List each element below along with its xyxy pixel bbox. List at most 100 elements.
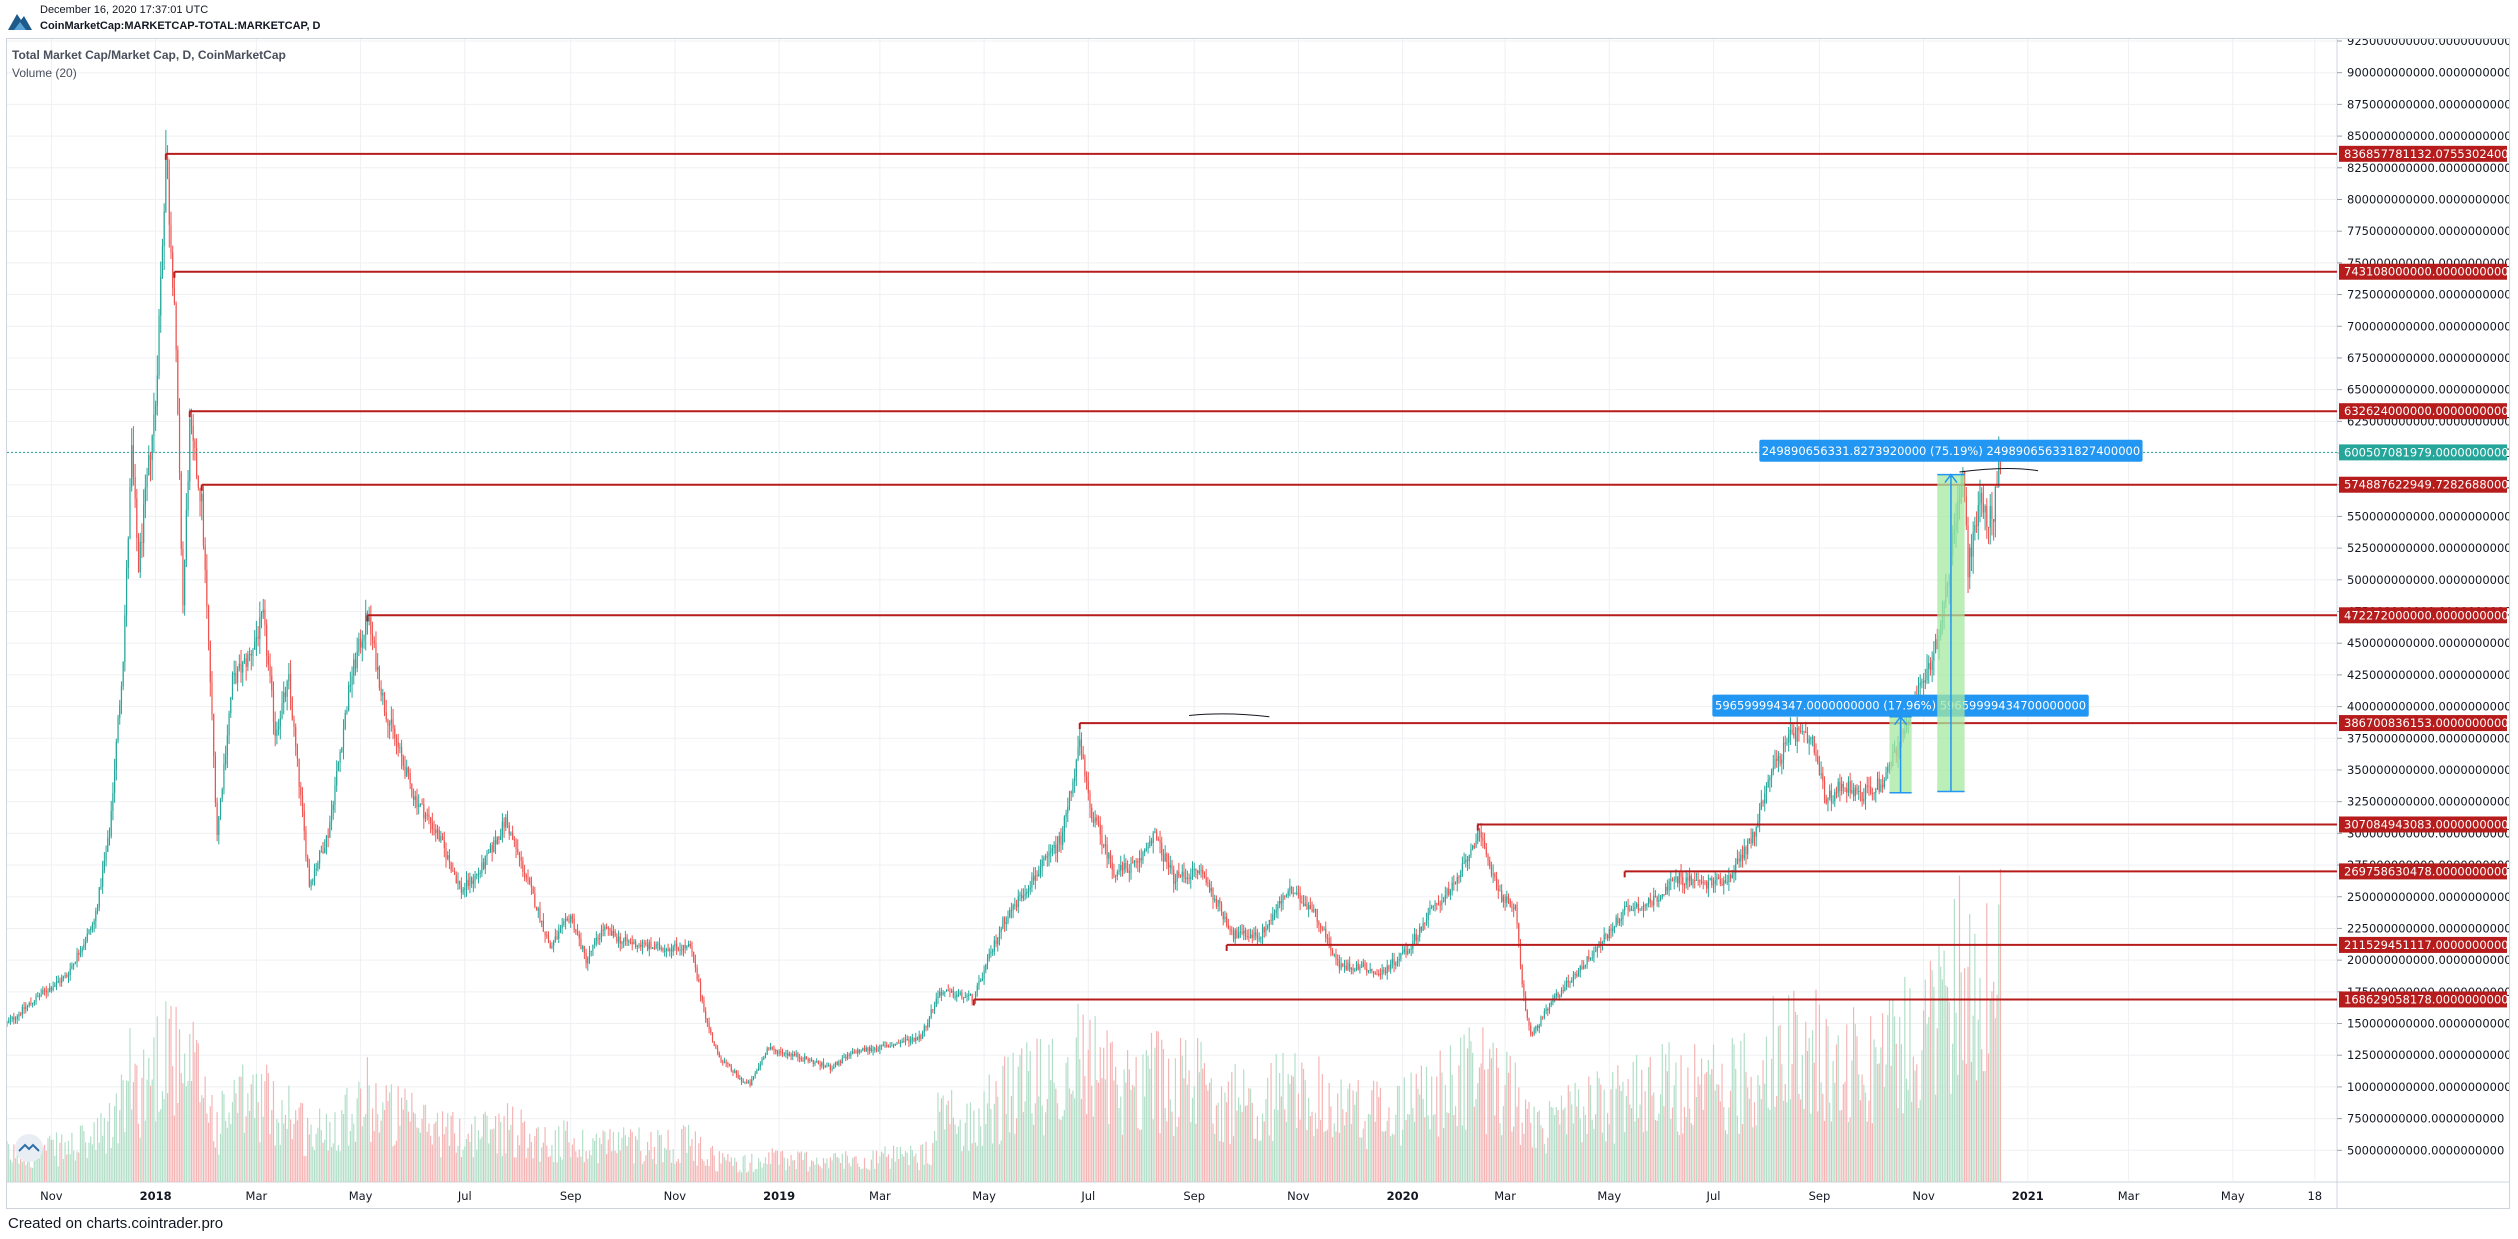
- trend-arc: [1959, 468, 2039, 473]
- candle-body: [1583, 965, 1585, 970]
- volume-bar: [1038, 1096, 1040, 1182]
- candle-body: [781, 1051, 784, 1055]
- candle-body: [1255, 932, 1257, 936]
- volume-bar: [797, 1151, 799, 1182]
- volume-bar: [1446, 1112, 1448, 1182]
- volume-bar: [399, 1125, 401, 1182]
- candle-body: [1101, 834, 1103, 846]
- candle-body: [1487, 854, 1489, 861]
- volume-bar: [1458, 1065, 1460, 1182]
- candle-body: [517, 849, 519, 853]
- volume-bar: [922, 1144, 924, 1182]
- candle-body: [1142, 852, 1144, 861]
- candle-body: [1593, 951, 1595, 958]
- candle-body: [515, 840, 517, 850]
- volume-bar: [30, 1167, 32, 1182]
- volume-bar: [1490, 1058, 1493, 1182]
- volume-bar: [1861, 1074, 1863, 1182]
- candle-body: [1699, 879, 1701, 882]
- volume-bar: [553, 1162, 555, 1182]
- candle-body: [1352, 968, 1354, 971]
- volume-bar: [1593, 1128, 1595, 1182]
- chart-svg[interactable]: 925000000000.0000000000900000000000.0000…: [7, 39, 2509, 1208]
- volume-bar: [1752, 1127, 1754, 1182]
- candle-body: [1837, 781, 1839, 793]
- volume-bar: [1832, 1061, 1834, 1182]
- candle-body: [1882, 784, 1884, 788]
- volume-bar: [1202, 1068, 1204, 1182]
- volume-bar: [1279, 1072, 1281, 1182]
- volume-bar: [397, 1086, 399, 1182]
- candle-body: [1733, 872, 1735, 875]
- volume-bar: [1929, 960, 1932, 1182]
- volume-bar: [657, 1129, 659, 1182]
- candle-body: [1232, 931, 1235, 940]
- volume-bar: [1326, 1129, 1329, 1182]
- volume-bar: [319, 1108, 321, 1182]
- volume-bar: [1712, 1044, 1715, 1182]
- candle-body: [1031, 876, 1033, 888]
- volume-bar: [288, 1085, 290, 1182]
- volume-bar: [269, 1133, 271, 1182]
- candle-body: [780, 1051, 782, 1053]
- volume-bar: [792, 1160, 794, 1182]
- candle-body: [1538, 1025, 1540, 1029]
- candle-body: [1074, 776, 1076, 782]
- volume-bar: [1021, 1048, 1023, 1182]
- volume-bar: [1808, 1038, 1810, 1182]
- candle-body: [1055, 844, 1057, 853]
- candle-body: [1581, 966, 1583, 970]
- volume-bar: [238, 1076, 240, 1182]
- candle-body: [1856, 787, 1858, 792]
- candle-body: [667, 948, 669, 951]
- candle-body: [1984, 505, 1986, 513]
- candle-body: [93, 921, 95, 925]
- candle-body: [1347, 963, 1349, 970]
- candle-body: [1326, 938, 1329, 940]
- chart-panel[interactable]: 925000000000.0000000000 900000000000.0000…: [6, 38, 2510, 1209]
- volume-bar: [510, 1124, 512, 1182]
- candle-body: [1755, 827, 1757, 837]
- candle-body: [869, 1047, 871, 1051]
- volume-bar: [655, 1164, 657, 1182]
- volume-bar: [307, 1117, 309, 1182]
- volume-bar: [653, 1146, 656, 1182]
- price-axis-label: 700000000000.0000000000: [2347, 319, 2509, 333]
- volume-bar: [1041, 1105, 1043, 1182]
- candle-body: [1454, 882, 1457, 884]
- volume-bar: [850, 1166, 852, 1182]
- volume-bar: [677, 1158, 679, 1182]
- candle-body: [148, 455, 150, 476]
- volume-bar: [1378, 1097, 1380, 1182]
- candle-body: [506, 817, 509, 825]
- volume-bar: [571, 1144, 574, 1182]
- volume-bar: [752, 1172, 755, 1182]
- volume-bar: [32, 1167, 34, 1182]
- volume-bar: [1162, 1049, 1165, 1182]
- volume-bar: [1876, 1064, 1879, 1182]
- volume-bar: [1236, 1110, 1238, 1182]
- candle-body: [956, 994, 958, 998]
- volume-bar: [872, 1150, 874, 1182]
- price-axis-label: 100000000000.0000000000: [2347, 1080, 2509, 1094]
- candle-body: [612, 931, 615, 936]
- volume-bar: [1226, 1102, 1228, 1182]
- candle-body: [1841, 784, 1843, 792]
- volume-bar: [884, 1146, 886, 1182]
- volume-bar: [441, 1111, 444, 1182]
- volume-bar: [1624, 1132, 1626, 1182]
- candle-body: [646, 944, 649, 950]
- candle-body: [137, 537, 140, 572]
- volume-bar: [1460, 1037, 1462, 1182]
- volume-bar: [218, 1154, 220, 1182]
- volume-bar: [1882, 1013, 1884, 1182]
- volume-bar: [383, 1110, 386, 1182]
- candle-body: [1974, 524, 1976, 533]
- volume-bar: [1600, 1084, 1602, 1182]
- volume-bar: [1342, 1109, 1344, 1182]
- candle-body: [669, 949, 671, 951]
- volume-bar: [1525, 1099, 1527, 1182]
- volume-bar: [573, 1138, 575, 1182]
- candle-body: [1830, 790, 1832, 802]
- volume-bar: [192, 1021, 194, 1182]
